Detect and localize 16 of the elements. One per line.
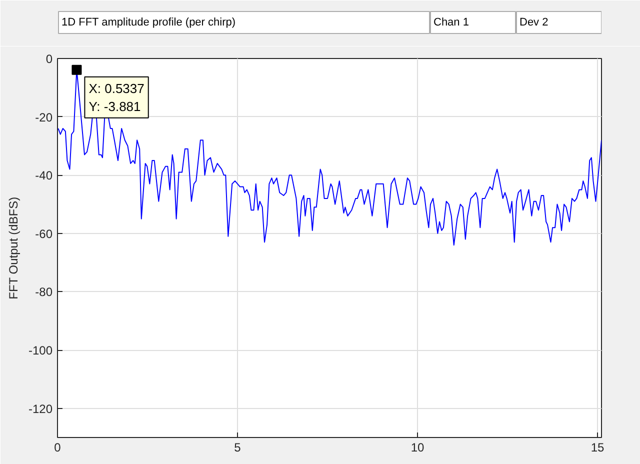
y-tick-label: -80 xyxy=(35,285,53,300)
text: Dev 2 xyxy=(520,16,548,28)
y-tick-label: 0 xyxy=(46,52,53,66)
x-tick-label: 5 xyxy=(234,440,242,454)
annotation: X: 0.5337 Y: -3.881 xyxy=(88,80,144,114)
y-tick-label: -120 xyxy=(28,402,53,416)
x-tick-label: 10 xyxy=(410,440,425,454)
y-tick-label: -40 xyxy=(35,168,53,183)
y-tick-label: -20 xyxy=(35,110,53,124)
x-tick-label: 15 xyxy=(590,440,605,454)
y-tick-label: -60 xyxy=(35,226,53,241)
y-axis-title: FFT Output (dBFS) xyxy=(6,196,20,300)
x-tick-label: 0 xyxy=(54,440,62,454)
chart-title: 1D FFT amplitude profile (per chirp) xyxy=(62,16,236,28)
text: Chan 1 xyxy=(434,16,469,28)
y-tick-label: -100 xyxy=(28,344,53,358)
